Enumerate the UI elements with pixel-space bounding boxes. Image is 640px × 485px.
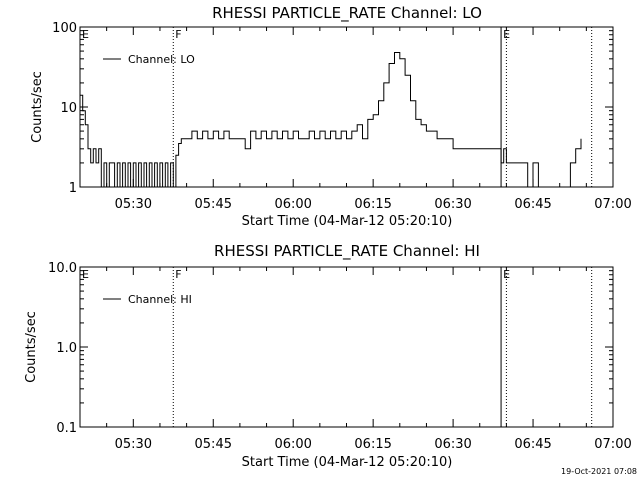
y-tick-label-lo: 1 (69, 181, 77, 196)
x-tick-label-lo: 05:45 (195, 197, 232, 212)
chart-panel-hi: RHESSI PARTICLE_RATE Channel: HI Counts/… (24, 242, 632, 470)
x-tick-label-lo: 07:00 (594, 197, 631, 212)
x-tick-label-lo: 06:00 (274, 197, 311, 212)
y-tick-label-hi: 10.0 (48, 261, 77, 276)
x-tick-label-hi: 05:30 (115, 437, 152, 452)
y-tick-label-hi: 0.1 (56, 421, 77, 436)
x-tick-label-lo: 06:15 (354, 197, 391, 212)
x-axis-label-lo: Start Time (04-Mar-12 05:20:10) (242, 214, 453, 229)
footer-timestamp: 19-Oct-2021 07:08 (561, 467, 637, 476)
y-tick-label-hi: 1.0 (56, 341, 77, 356)
x-tick-label-lo: 06:30 (434, 197, 471, 212)
marker-label-lo-2: E (503, 28, 510, 41)
marker-label-lo-1: F (175, 28, 181, 41)
x-tick-label-lo: 06:45 (514, 197, 551, 212)
marker-label-hi-2: E (503, 268, 510, 281)
x-tick-label-hi: 05:45 (195, 437, 232, 452)
y-axis-label-lo: Counts/sec (30, 71, 45, 143)
chart-title-hi: RHESSI PARTICLE_RATE Channel: HI (214, 242, 480, 261)
plot-frame-hi (79, 266, 614, 428)
y-tick-label-lo: 100 (52, 21, 77, 36)
x-axis-label-hi: Start Time (04-Mar-12 05:20:10) (242, 455, 453, 470)
x-tick-label-lo: 05:30 (115, 197, 152, 212)
marker-label-lo-0: E (82, 28, 89, 41)
y-tick-label-lo: 10 (60, 101, 77, 116)
legend-label-lo: Channel: LO (128, 53, 195, 66)
marker-label-hi-0: E (82, 268, 89, 281)
chart-panel-lo: RHESSI PARTICLE_RATE Channel: LO Counts/… (30, 4, 632, 229)
x-tick-label-hi: 06:00 (274, 437, 311, 452)
marker-label-hi-1: F (175, 268, 181, 281)
x-tick-label-hi: 06:45 (514, 437, 551, 452)
legend-label-hi: Channel: HI (128, 293, 192, 306)
y-axis-label-hi: Counts/sec (24, 311, 39, 383)
series-line-lo (80, 52, 582, 188)
x-tick-label-hi: 06:15 (354, 437, 391, 452)
x-tick-label-hi: 06:30 (434, 437, 471, 452)
chart-title-lo: RHESSI PARTICLE_RATE Channel: LO (212, 4, 482, 23)
x-tick-label-hi: 07:00 (594, 437, 631, 452)
